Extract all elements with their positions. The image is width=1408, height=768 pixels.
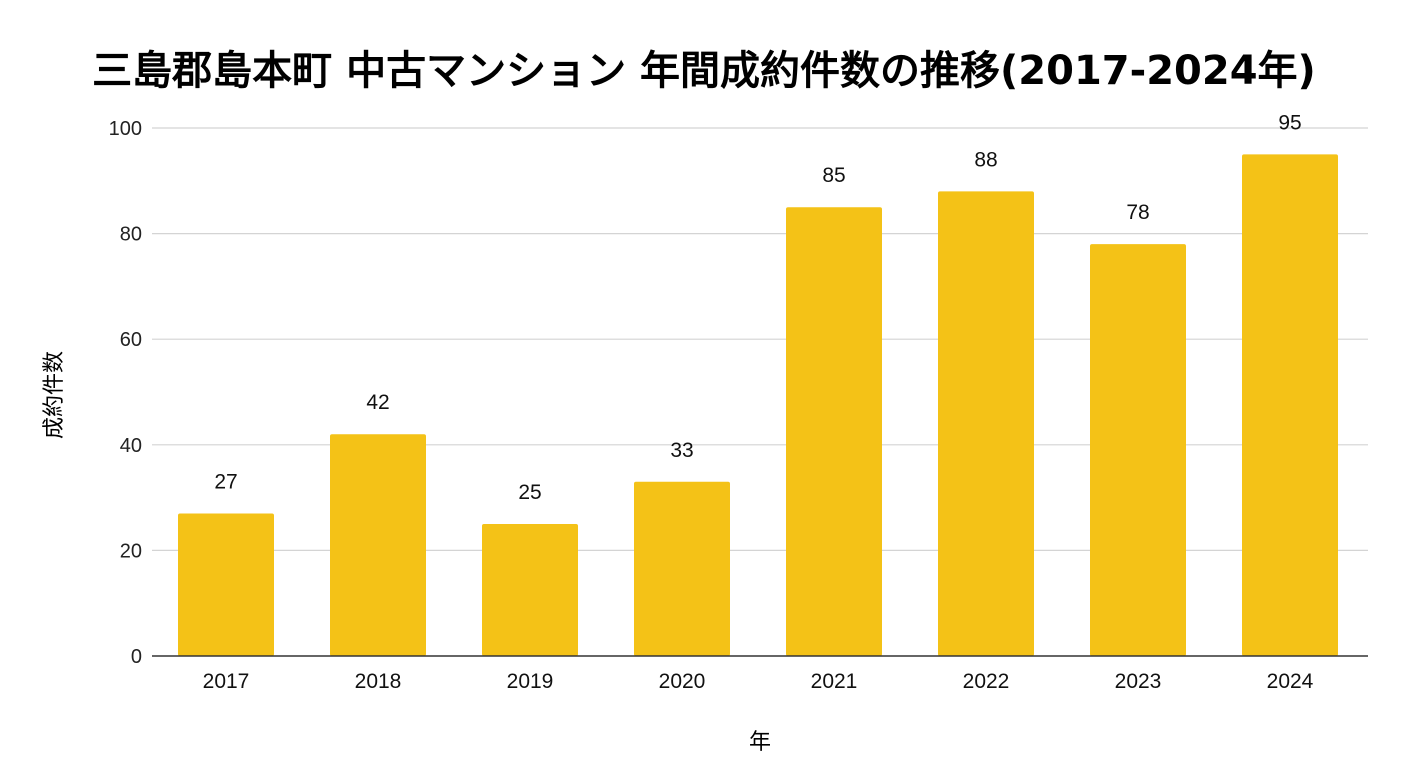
bar-value-label: 33: [670, 439, 693, 462]
x-tick-label: 2020: [659, 670, 706, 693]
y-tick-label: 20: [120, 540, 142, 562]
x-tick-label: 2021: [811, 670, 858, 693]
x-tick-label: 2023: [1115, 670, 1162, 693]
bar-value-label: 78: [1126, 201, 1149, 224]
x-tick-label: 2022: [963, 670, 1010, 693]
x-tick-label: 2018: [355, 670, 402, 693]
x-tick-label: 2019: [507, 670, 554, 693]
x-axis-ticks: 2017 2018 2019 2020 2021 2022 2023 2024: [203, 670, 1314, 693]
bar-2019: [482, 524, 578, 656]
x-axis-title: 年: [748, 730, 772, 755]
bar-2022: [938, 191, 1034, 657]
y-tick-label: 0: [131, 646, 142, 668]
value-labels: 27 42 25 33 85 88 78 95: [214, 111, 1301, 504]
bar-2020: [634, 481, 730, 656]
bar-2018: [330, 434, 426, 656]
bar-value-label: 85: [822, 164, 845, 187]
bar-2021: [786, 207, 882, 656]
bar-2023: [1090, 244, 1186, 656]
x-tick-label: 2017: [203, 670, 250, 693]
y-tick-label: 80: [120, 224, 142, 246]
y-tick-label: 100: [109, 118, 142, 140]
bar-value-label: 42: [366, 391, 389, 414]
bar-2017: [178, 513, 274, 656]
bar-value-label: 25: [518, 481, 541, 504]
bars: [178, 154, 1338, 657]
x-tick-label: 2024: [1267, 670, 1314, 693]
bar-value-label: 27: [214, 470, 237, 493]
y-tick-label: 60: [120, 329, 142, 351]
bar-value-label: 95: [1278, 111, 1301, 134]
y-axis-ticks: 0 20 40 60 80 100: [109, 118, 142, 668]
y-axis-title: 成約件数: [42, 350, 67, 440]
chart-title: 三島郡島本町 中古マンション 年間成約件数の推移(2017-2024年): [92, 48, 1316, 94]
y-tick-label: 40: [120, 435, 142, 457]
bar-2024: [1242, 154, 1338, 656]
bar-value-label: 88: [974, 148, 997, 171]
